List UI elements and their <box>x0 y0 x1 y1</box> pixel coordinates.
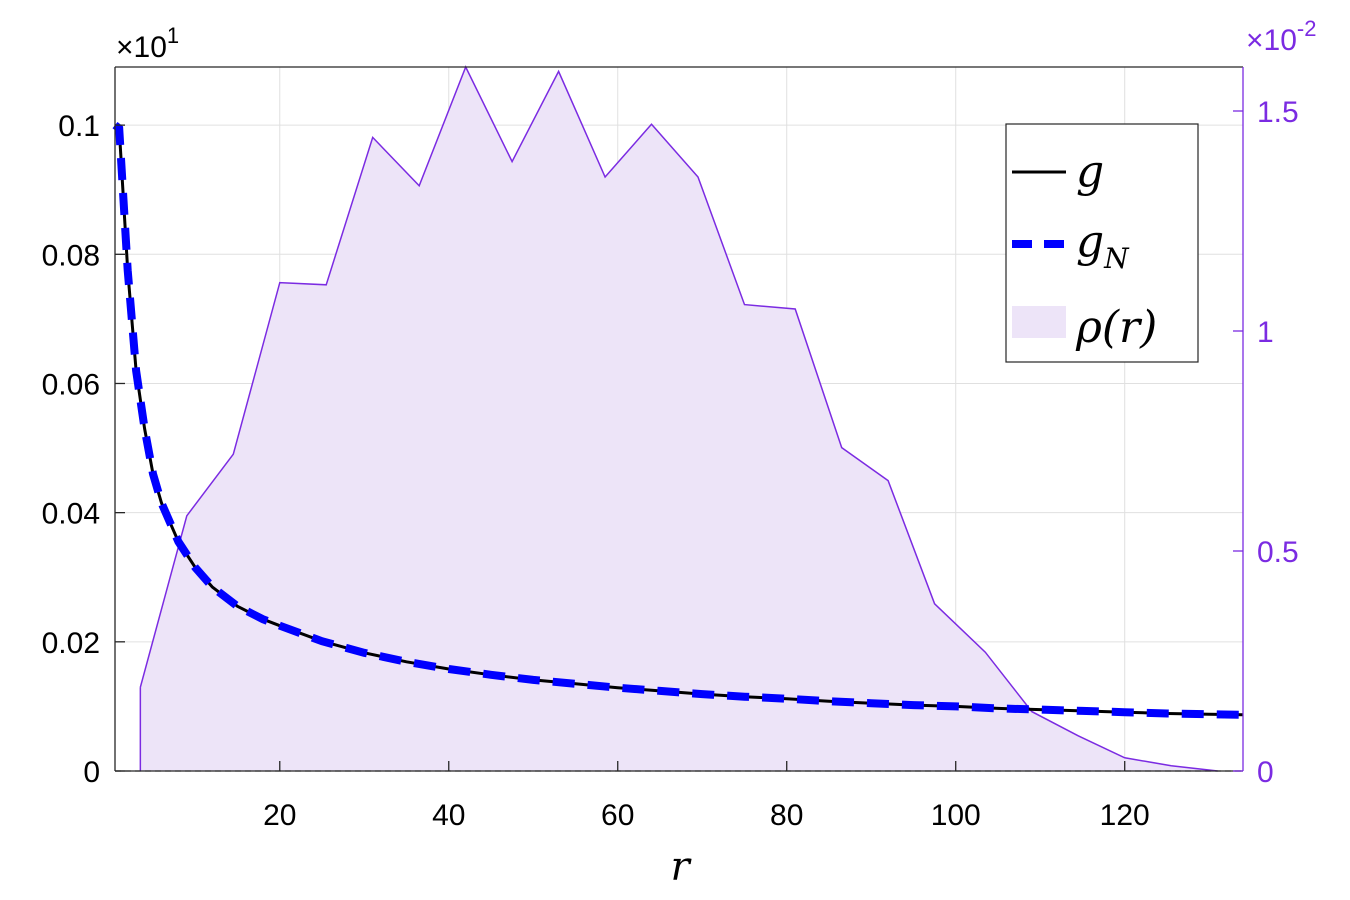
x-axis-ticks: 20 40 60 80 100 120 <box>263 761 1150 832</box>
left-axis-multiplier-base: ×10 <box>116 31 167 64</box>
y-left-tick-label-4: 0.08 <box>42 239 100 272</box>
y-right-tick-label-1: 0.5 <box>1257 536 1299 569</box>
legend-label-gN-sub: N <box>1103 242 1130 275</box>
x-tick-label-3: 80 <box>770 799 803 832</box>
left-axis-multiplier: ×101 <box>116 23 179 64</box>
right-axis-multiplier-exponent: -2 <box>1297 16 1317 41</box>
y-left-tick-label-0: 0 <box>83 756 100 789</box>
x-tick-label-2: 60 <box>601 799 634 832</box>
x-axis-label: r <box>670 844 692 890</box>
legend-label-g-main: g <box>1076 146 1104 197</box>
y-left-tick-label-1: 0.02 <box>42 627 100 660</box>
x-tick-label-5: 120 <box>1100 799 1150 832</box>
y-axis-right-ticks: 0 0.5 1 1.5 <box>1233 96 1299 789</box>
legend-label-rho: ρ(r) <box>1075 302 1157 353</box>
series-g-line <box>114 123 1244 717</box>
y-left-tick-label-2: 0.04 <box>42 498 100 531</box>
legend-label-gN-main: g <box>1076 216 1104 267</box>
axes-frame <box>114 66 1244 772</box>
x-tick-label-1: 40 <box>432 799 465 832</box>
legend-label-rho-main: ρ(r) <box>1075 302 1157 353</box>
x-tick-label-4: 100 <box>931 799 981 832</box>
x-tick-label-0: 20 <box>263 799 296 832</box>
right-axis-multiplier: ×10-2 <box>1246 16 1316 57</box>
legend-swatch-rho <box>1012 306 1066 338</box>
y-axis-left-ticks: 0 0.02 0.04 0.06 0.08 0.1 <box>42 110 125 789</box>
legend: g gN ρ(r) <box>1005 123 1199 363</box>
rho-area-group <box>139 65 1218 772</box>
left-axis-multiplier-exponent: 1 <box>167 23 179 48</box>
curve-group <box>112 121 1244 719</box>
y-left-tick-label-5: 0.1 <box>58 110 100 143</box>
rho-area-outline <box>139 65 1218 772</box>
y-right-tick-label-3: 1.5 <box>1257 96 1299 129</box>
y-right-tick-label-2: 1 <box>1257 316 1274 349</box>
rho-area-fill <box>140 67 1218 771</box>
legend-label-gN: gN <box>1076 216 1130 275</box>
y-left-tick-label-3: 0.06 <box>42 368 100 401</box>
right-axis-multiplier-base: ×10 <box>1246 24 1297 57</box>
legend-label-g: g <box>1076 146 1104 197</box>
y-right-tick-label-0: 0 <box>1257 756 1274 789</box>
